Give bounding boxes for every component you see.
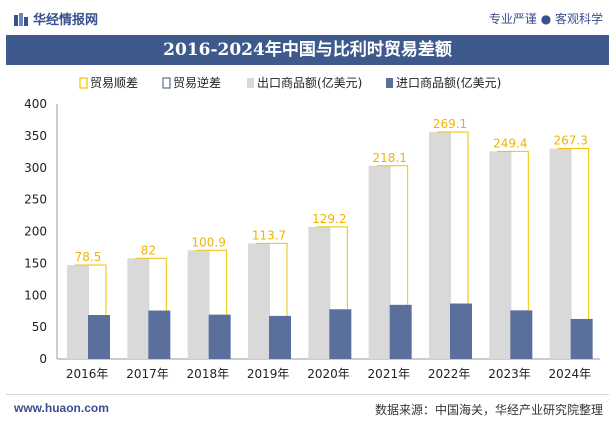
- y-tick-label: 150: [24, 256, 47, 270]
- x-tick-label: 2020年: [307, 367, 350, 381]
- legend-item: 进口商品额(亿美元): [386, 75, 501, 90]
- x-tick-label: 2023年: [488, 367, 531, 381]
- surplus-label: 267.3: [553, 134, 587, 148]
- legend-item: 贸易逆差: [162, 75, 221, 90]
- import-bar: [389, 304, 412, 359]
- surplus-label: 82: [141, 243, 156, 257]
- surplus-label: 269.1: [433, 117, 467, 131]
- chart-title: 2016-2024年中国与比利时贸易差额: [163, 40, 452, 60]
- surplus-label: 249.4: [493, 136, 527, 150]
- y-tick-label: 250: [24, 193, 47, 207]
- legend-label: 进口商品额(亿美元): [396, 75, 501, 90]
- import-bar: [510, 310, 533, 359]
- surplus-bracket: [135, 257, 167, 311]
- x-tick-label: 2017年: [126, 367, 169, 381]
- x-tick-label: 2018年: [187, 367, 230, 381]
- y-tick-label: 0: [39, 352, 47, 366]
- y-tick-label: 400: [24, 97, 47, 111]
- legend-swatch: [162, 77, 171, 89]
- export-bar: [248, 243, 270, 359]
- import-bar: [570, 318, 593, 359]
- export-bar: [549, 148, 572, 359]
- footer-divider: [6, 394, 609, 395]
- legend-item: 贸易顺差: [79, 76, 138, 90]
- x-tick-label: 2024年: [549, 367, 592, 381]
- legend-item: 出口商品额(亿美元): [247, 75, 362, 90]
- bar-chart: 贸易顺差 贸易逆差 出口商品额(亿美元) 进口商品额(亿美元) 0 50 100 150 200…: [24, 75, 600, 381]
- export-bar: [429, 131, 451, 359]
- surplus-bracket: [557, 148, 590, 319]
- export-bar: [308, 226, 331, 359]
- import-bar: [269, 315, 291, 359]
- import-bar: [148, 310, 171, 359]
- y-tick-label: 350: [24, 129, 47, 143]
- x-tick-label: 2021年: [368, 367, 411, 381]
- y-tick-label: 100: [24, 288, 47, 302]
- export-bar: [368, 165, 391, 359]
- y-tick-label: 200: [24, 225, 47, 239]
- export-bar: [489, 151, 512, 359]
- legend-label: 贸易顺差: [90, 76, 138, 90]
- data-source: 数据来源：中国海关，华经产业研究院整理: [374, 403, 603, 417]
- surplus-label: 218.1: [372, 151, 406, 165]
- title-band: 2016-2024年中国与比利时贸易差额: [6, 35, 609, 65]
- surplus-bracket: [75, 264, 107, 316]
- export-bar: [67, 264, 89, 359]
- brand-name: 华经情报网: [33, 13, 99, 28]
- legend-swatch: [79, 77, 88, 89]
- legend-swatch: [247, 78, 254, 88]
- x-tick-label: 2019年: [247, 367, 290, 381]
- top-bar: 华经情报网 专业严谨 ● 客观科学: [0, 0, 615, 34]
- brand[interactable]: 华经情报网: [14, 9, 98, 28]
- surplus-label: 100.9: [191, 235, 225, 249]
- legend-swatch: [386, 78, 393, 88]
- import-bar: [450, 303, 472, 359]
- surplus-bracket: [316, 226, 348, 310]
- surplus-label: 129.2: [312, 212, 346, 226]
- import-bar: [208, 314, 231, 359]
- surplus-label: 78.5: [75, 250, 102, 264]
- surplus-bracket: [497, 150, 529, 311]
- surplus-bracket: [376, 165, 409, 305]
- surplus-bracket: [437, 131, 469, 304]
- import-bar: [88, 315, 110, 359]
- export-bar: [127, 258, 150, 359]
- slogan: 专业严谨 ● 客观科学: [488, 12, 603, 26]
- y-tick-label: 50: [32, 320, 47, 334]
- surplus-bracket: [256, 242, 288, 316]
- y-tick-label: 300: [24, 161, 47, 175]
- surplus-label: 113.7: [252, 228, 286, 242]
- legend-label: 贸易逆差: [173, 75, 221, 90]
- export-bar: [187, 250, 210, 359]
- import-bar: [329, 309, 352, 359]
- x-tick-label: 2022年: [428, 367, 471, 381]
- x-tick-label: 2016年: [66, 367, 109, 381]
- website-link[interactable]: www.huaon.com: [14, 401, 109, 415]
- brand-logo-icon: [14, 13, 28, 26]
- legend-label: 出口商品额(亿美元): [257, 75, 362, 90]
- surplus-bracket: [195, 249, 228, 315]
